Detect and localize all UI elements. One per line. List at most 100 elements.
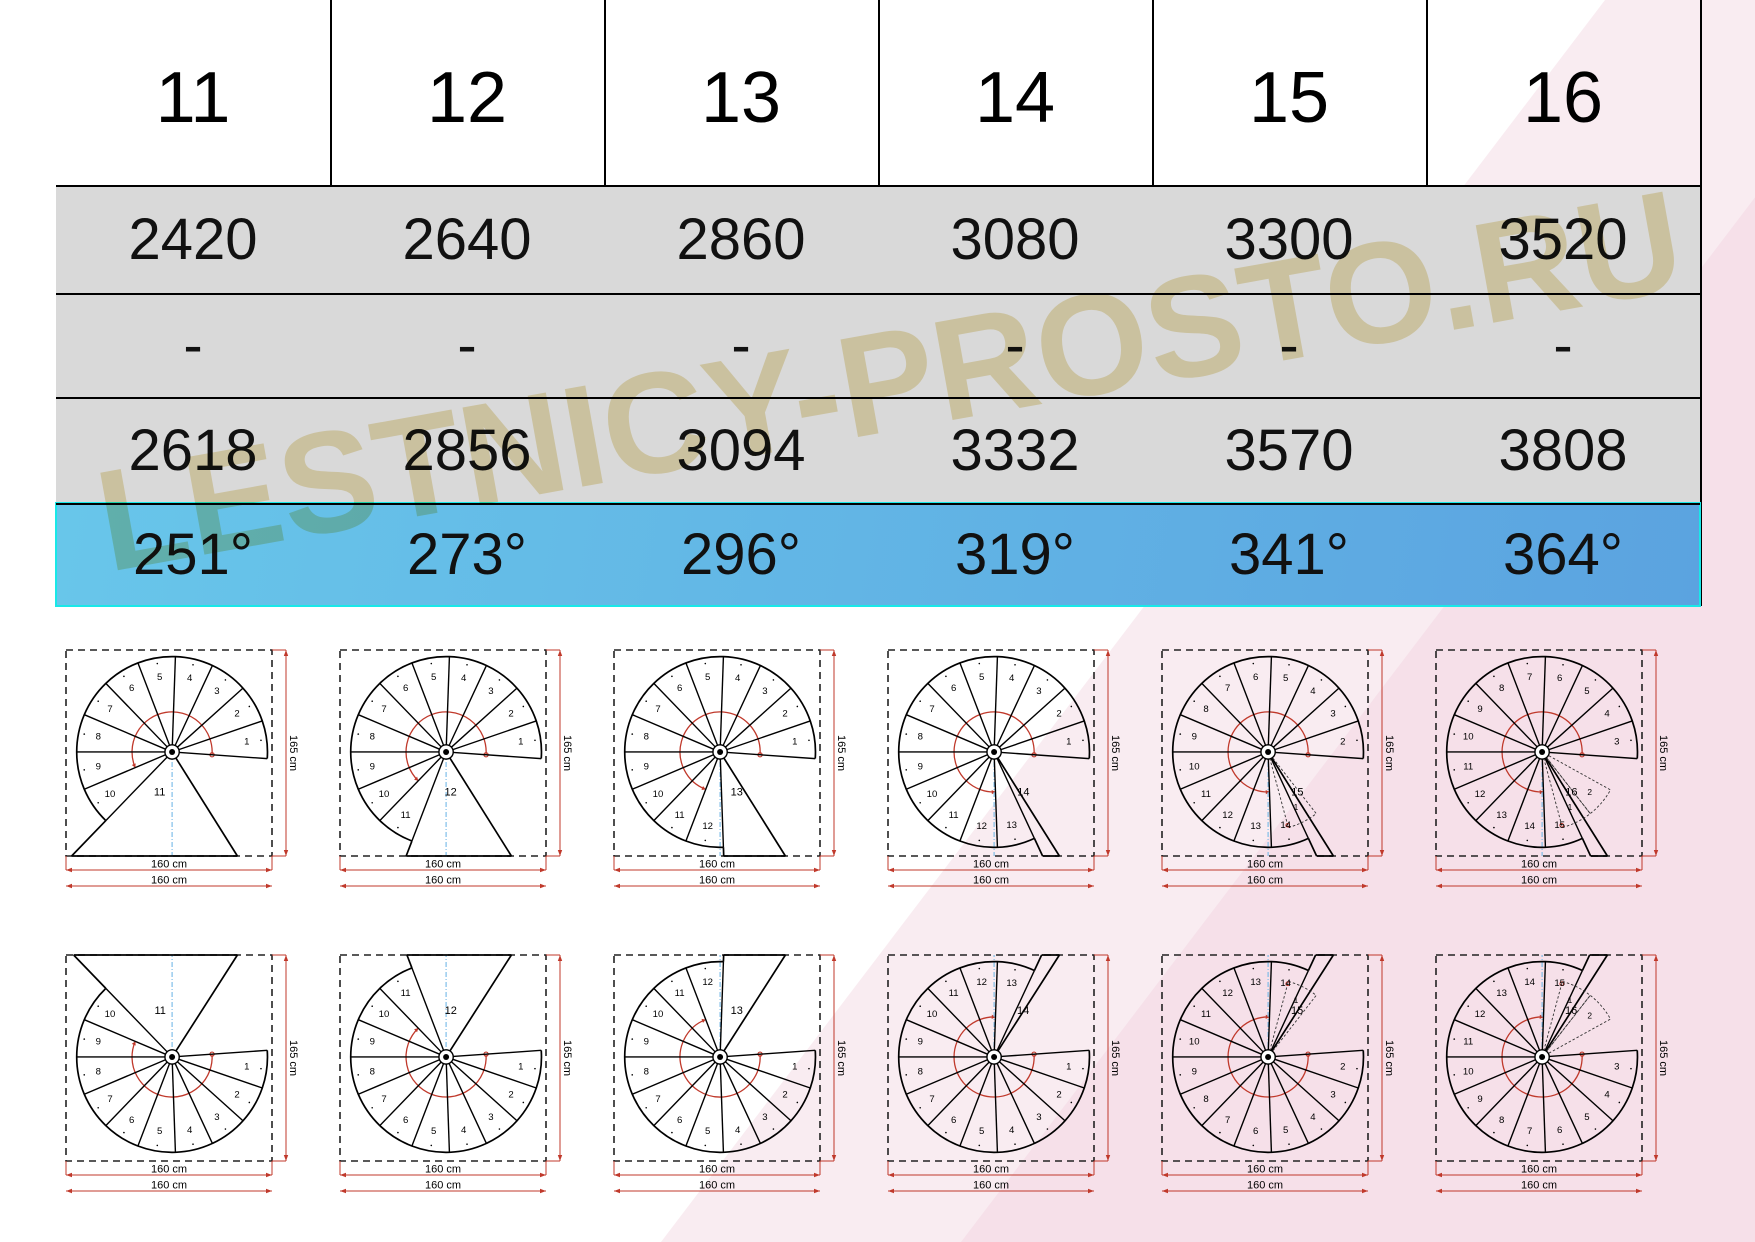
svg-text:9: 9 (1477, 704, 1482, 715)
svg-text:8: 8 (96, 1067, 101, 1078)
svg-text:10: 10 (927, 789, 938, 800)
svg-text:8: 8 (96, 731, 101, 742)
svg-text:10: 10 (105, 1009, 116, 1020)
svg-text:7: 7 (1527, 1126, 1532, 1137)
svg-text:160 cm: 160 cm (1521, 875, 1557, 887)
svg-text:10: 10 (653, 1009, 664, 1020)
svg-text:11: 11 (1463, 1036, 1473, 1047)
svg-text:2: 2 (1587, 787, 1592, 797)
svg-text:2: 2 (234, 708, 239, 719)
svg-text:5: 5 (431, 1126, 436, 1137)
svg-text:8: 8 (1203, 1094, 1208, 1105)
svg-text:6: 6 (1253, 672, 1258, 683)
svg-text:15: 15 (1554, 978, 1565, 989)
svg-text:12: 12 (444, 787, 456, 799)
svg-text:160 cm: 160 cm (151, 1180, 187, 1192)
svg-text:7: 7 (107, 704, 112, 715)
svg-text:12: 12 (976, 821, 987, 832)
svg-text:5: 5 (1584, 686, 1589, 697)
svg-text:9: 9 (1192, 731, 1197, 742)
svg-text:10: 10 (105, 789, 116, 800)
svg-text:2: 2 (1056, 708, 1061, 719)
svg-text:12: 12 (1475, 789, 1486, 800)
svg-text:4: 4 (1310, 686, 1316, 697)
svg-text:10: 10 (1463, 731, 1474, 742)
svg-text:13: 13 (1250, 977, 1261, 988)
svg-text:160 cm: 160 cm (1521, 859, 1557, 871)
svg-text:1: 1 (1066, 737, 1071, 748)
svg-text:1: 1 (1568, 802, 1573, 812)
svg-text:160 cm: 160 cm (425, 875, 461, 887)
svg-text:160 cm: 160 cm (151, 859, 187, 871)
svg-text:9: 9 (96, 1036, 101, 1047)
svg-text:1: 1 (518, 1061, 523, 1072)
svg-text:4: 4 (1009, 1125, 1015, 1136)
svg-text:10: 10 (653, 789, 664, 800)
svg-text:12: 12 (976, 977, 987, 988)
svg-text:3: 3 (1614, 1061, 1619, 1072)
svg-text:2: 2 (1340, 1061, 1345, 1072)
svg-text:7: 7 (381, 1094, 386, 1105)
svg-text:7: 7 (929, 704, 934, 715)
svg-text:3: 3 (488, 1112, 493, 1123)
svg-text:160 cm: 160 cm (425, 1180, 461, 1192)
svg-text:165 cm: 165 cm (1383, 1040, 1395, 1076)
svg-text:165 cm: 165 cm (835, 1040, 847, 1076)
svg-text:160 cm: 160 cm (1247, 859, 1283, 871)
svg-text:6: 6 (677, 683, 682, 694)
svg-text:3: 3 (1036, 1112, 1041, 1123)
svg-text:1: 1 (1294, 995, 1299, 1005)
svg-text:6: 6 (951, 683, 956, 694)
svg-text:14: 14 (1017, 787, 1029, 799)
svg-text:7: 7 (381, 704, 386, 715)
svg-text:4: 4 (187, 673, 193, 684)
svg-text:9: 9 (918, 762, 923, 773)
svg-text:165 cm: 165 cm (1657, 735, 1669, 771)
svg-text:1: 1 (1066, 1061, 1071, 1072)
svg-text:165 cm: 165 cm (287, 735, 299, 771)
svg-text:13: 13 (1496, 810, 1507, 821)
svg-text:13: 13 (1250, 821, 1261, 832)
svg-text:6: 6 (1557, 1125, 1562, 1136)
svg-text:165 cm: 165 cm (1657, 1040, 1669, 1076)
svg-text:160 cm: 160 cm (973, 1180, 1009, 1192)
svg-text:160 cm: 160 cm (425, 1164, 461, 1176)
svg-text:10: 10 (1189, 1036, 1200, 1047)
svg-text:160 cm: 160 cm (1521, 1164, 1557, 1176)
svg-text:4: 4 (735, 673, 741, 684)
svg-text:9: 9 (370, 762, 375, 773)
svg-text:16: 16 (1565, 787, 1577, 799)
svg-text:8: 8 (644, 731, 649, 742)
svg-text:3: 3 (762, 686, 767, 697)
svg-text:160 cm: 160 cm (151, 875, 187, 887)
svg-text:160 cm: 160 cm (699, 859, 735, 871)
svg-text:8: 8 (1499, 683, 1504, 694)
svg-text:3: 3 (1036, 686, 1041, 697)
svg-text:13: 13 (731, 787, 743, 799)
svg-text:7: 7 (655, 704, 660, 715)
svg-text:1: 1 (244, 1061, 249, 1072)
svg-text:5: 5 (1584, 1112, 1589, 1123)
svg-text:15: 15 (1554, 820, 1565, 831)
svg-text:4: 4 (735, 1125, 741, 1136)
svg-text:11: 11 (949, 988, 959, 999)
svg-text:6: 6 (403, 1115, 408, 1126)
svg-text:160 cm: 160 cm (973, 859, 1009, 871)
svg-text:7: 7 (1225, 1115, 1230, 1126)
svg-text:14: 14 (1280, 820, 1291, 831)
svg-text:6: 6 (1253, 1126, 1258, 1137)
svg-text:8: 8 (1499, 1115, 1504, 1126)
svg-text:160 cm: 160 cm (151, 1164, 187, 1176)
svg-text:5: 5 (157, 672, 162, 683)
svg-text:12: 12 (702, 821, 713, 832)
svg-text:10: 10 (379, 789, 390, 800)
svg-text:9: 9 (1192, 1067, 1197, 1078)
svg-text:11: 11 (154, 787, 165, 799)
svg-text:1: 1 (792, 737, 797, 748)
svg-text:160 cm: 160 cm (1247, 1180, 1283, 1192)
svg-text:3: 3 (214, 686, 219, 697)
svg-text:11: 11 (949, 810, 959, 821)
svg-text:13: 13 (1006, 978, 1017, 989)
svg-text:160 cm: 160 cm (699, 1180, 735, 1192)
svg-text:4: 4 (1009, 673, 1015, 684)
